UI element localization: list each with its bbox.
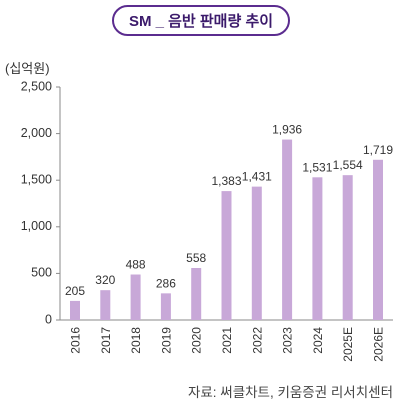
x-tick-label-2019: 2019 [159,327,173,354]
x-tick-label-2018: 2018 [129,327,143,354]
bar-2017 [100,290,111,320]
value-label-2017: 320 [95,273,115,287]
source-note: 자료: 써클차트, 키움증권 리서치센터 [187,385,393,400]
y-tick-label-1000: 1,000 [21,219,52,233]
bar-2025E [342,175,353,320]
value-label-2018: 488 [126,258,146,272]
x-tick-label-2026E: 2026E [372,327,386,362]
y-axis-unit-label: (십억원) [5,61,50,76]
value-label-2024: 1,531 [302,160,332,174]
chart-title: SM _ 음반 판매량 추이 [112,5,290,36]
bars [70,139,383,320]
x-tick-label-2021: 2021 [220,327,234,354]
value-label-2019: 286 [156,276,176,290]
bar-2022 [251,186,262,320]
value-label-2023: 1,936 [272,123,302,137]
bar-2016 [70,300,80,320]
labels: 0 500 1,000 1,500 2,000 2,500 205 2016 320 2017 48… [21,79,394,361]
y-tick-label-1500: 1,500 [21,172,52,186]
y-tick-label-500: 500 [31,266,52,280]
bar-2024 [312,177,323,320]
value-label-2020: 558 [186,251,206,265]
x-tick-label-2020: 2020 [190,327,204,354]
x-tick-label-2025E: 2025E [341,327,355,362]
x-tick-label-2022: 2022 [250,327,264,354]
x-tick-label-2024: 2024 [311,327,325,354]
bar-2023 [282,139,293,320]
y-tick-label-2000: 2,000 [21,126,52,140]
bar-2021 [221,191,232,320]
x-tick-label-2016: 2016 [69,327,83,354]
value-label-2025E: 1,554 [333,158,363,172]
value-label-2026E: 1,719 [363,143,393,157]
y-tick-label-2500: 2,500 [21,79,52,93]
bar-2018 [130,274,141,320]
y-tick-label-0: 0 [45,312,52,326]
x-tick-label-2017: 2017 [99,327,113,354]
bar-2019 [160,293,171,320]
value-label-2016: 205 [65,284,85,298]
bar-2026E [373,159,383,320]
x-tick-label-2023: 2023 [281,327,295,354]
value-label-2021: 1,383 [211,174,241,188]
value-label-2022: 1,431 [242,170,272,184]
bar-2020 [191,267,202,320]
